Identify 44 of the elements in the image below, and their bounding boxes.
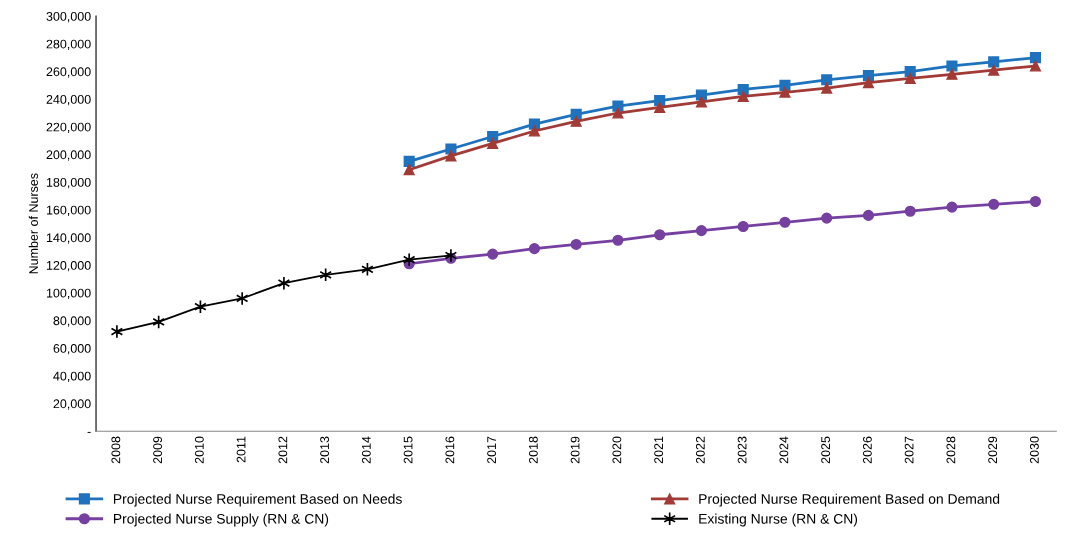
x-tick-label: 2027 (904, 436, 914, 464)
x-tick-label: 2019 (570, 436, 580, 464)
x-tick-label: 2030 (1029, 436, 1039, 464)
x-tick-label: 2029 (988, 436, 998, 464)
y-tick-label: 120,000 (46, 260, 91, 272)
legend-label: Projected Nurse Requirement Based on Needs (113, 493, 402, 507)
y-tick-label: 300,000 (46, 11, 91, 23)
legend-label: Projected Nurse Supply (RN & CN) (113, 513, 329, 527)
x-tick-label: 2017 (487, 436, 497, 464)
y-tick-label: 200,000 (46, 150, 91, 161)
x-tick-label: 2023 (737, 436, 747, 464)
y-tick-label: 240,000 (46, 94, 91, 106)
y-tick-label: 220,000 (46, 122, 91, 133)
y-tick-label: 260,000 (46, 67, 91, 78)
y-tick-label: 20,000 (53, 399, 91, 410)
x-tick-label: 2028 (946, 436, 956, 464)
legend-label: Existing Nurse (RN & CN) (699, 513, 858, 527)
y-tick-label: 280,000 (46, 39, 91, 50)
x-tick-label: 2011 (236, 436, 246, 463)
x-tick-label: 2025 (821, 436, 831, 464)
x-tick-label: 2021 (654, 436, 664, 464)
y-tick-label: 180,000 (46, 177, 91, 189)
y-tick-label: 100,000 (46, 288, 91, 299)
x-tick-label: 2022 (695, 436, 705, 464)
x-tick-label: 2015 (403, 436, 413, 464)
legend-label: Projected Nurse Requirement Based on Demand (699, 493, 1000, 507)
x-tick-label: 2012 (278, 436, 288, 464)
x-tick-label: 2018 (528, 436, 538, 464)
y-tick-label: 160,000 (46, 205, 91, 216)
x-tick-label: 2014 (361, 436, 371, 464)
y-tick-label: 40,000 (53, 371, 91, 382)
y-tick-label: 140,000 (46, 233, 91, 244)
x-tick-label: 2020 (612, 436, 622, 464)
x-tick-label: 2026 (862, 436, 872, 464)
x-tick-label: 2016 (445, 436, 455, 464)
y-tick-label: 80,000 (53, 316, 91, 327)
y-tick-label: - (87, 431, 91, 433)
x-tick-label: 2009 (153, 436, 163, 464)
x-tick-label: 2013 (320, 436, 330, 464)
y-axis-title: Number of Nurses (28, 173, 38, 274)
x-tick-label: 2024 (779, 436, 789, 464)
y-tick-label: 60,000 (53, 343, 91, 355)
x-tick-label: 2008 (111, 436, 121, 464)
x-tick-label: 2010 (194, 436, 204, 464)
